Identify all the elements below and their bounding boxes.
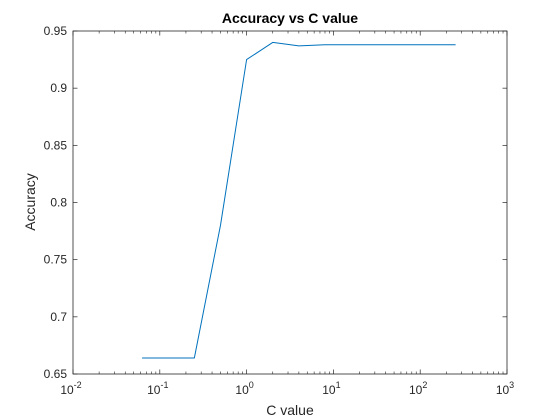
x-axis-label: C value: [266, 402, 314, 418]
y-tick-label: 0.85: [44, 138, 68, 152]
y-tick-label: 0.65: [44, 367, 68, 381]
y-tick-label: 0.7: [50, 310, 67, 324]
y-tick-label: 0.95: [44, 24, 68, 38]
chart-title: Accuracy vs C value: [222, 10, 358, 26]
y-tick-label: 0.8: [50, 196, 67, 210]
y-axis-label: Accuracy: [22, 173, 38, 231]
y-tick-label: 0.9: [50, 81, 67, 95]
y-tick-label: 0.75: [44, 253, 68, 267]
plot-area: [73, 31, 507, 374]
